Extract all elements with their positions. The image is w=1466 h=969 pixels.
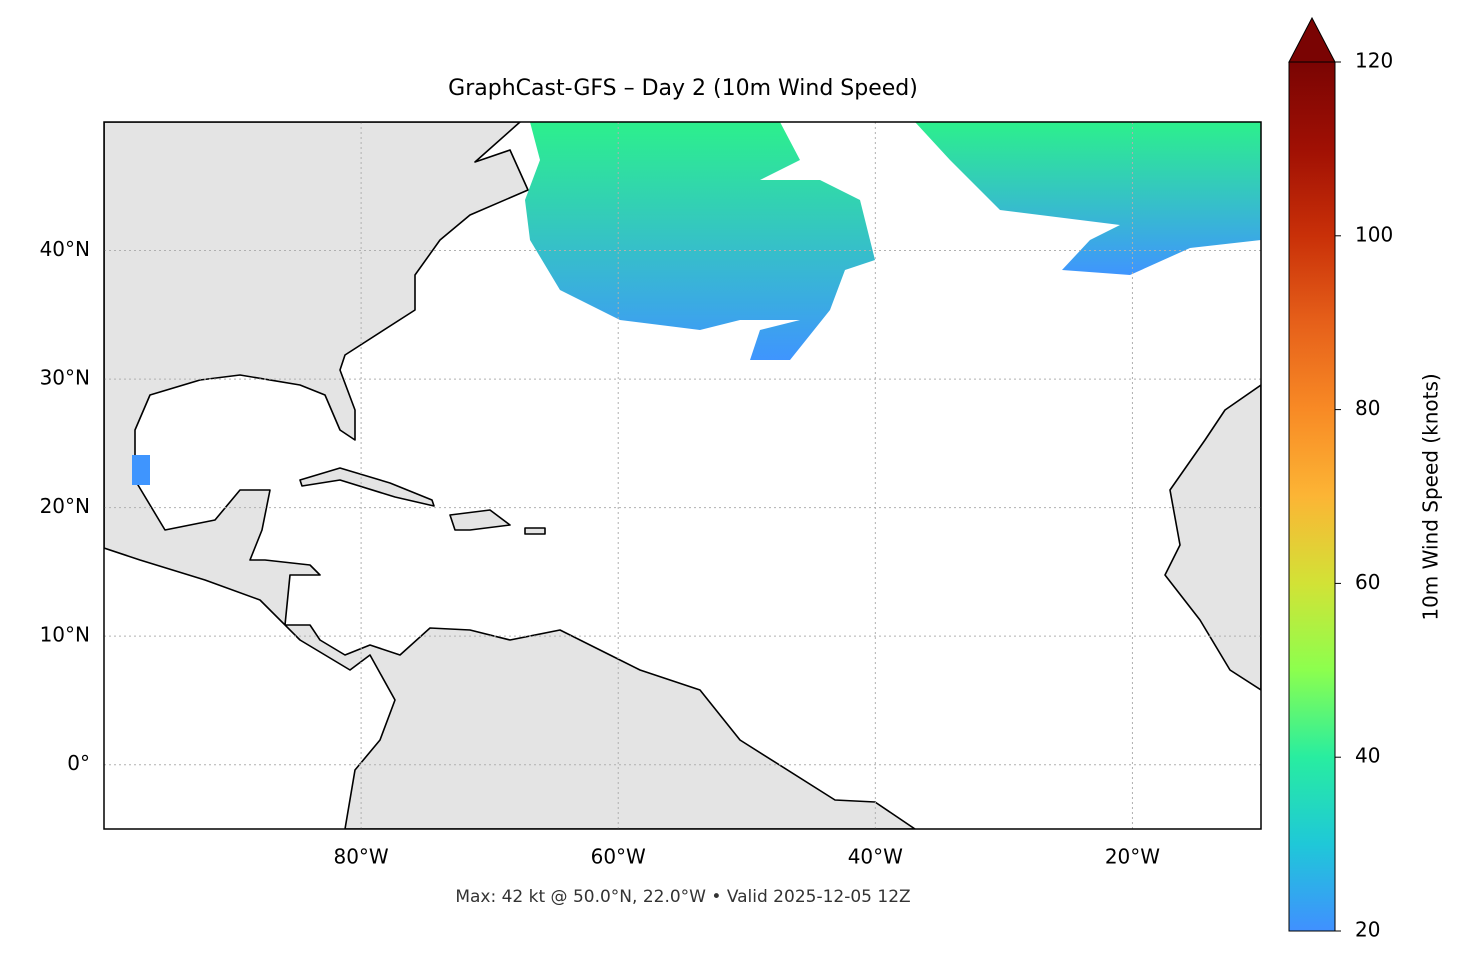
colorbar-extend	[1288, 16, 1336, 63]
wind-area	[132, 455, 150, 485]
annotation: Max: 42 kt @ 50.0°N, 22.0°W • Valid 2025…	[455, 887, 910, 907]
africa	[1164, 384, 1261, 691]
hispaniola	[449, 509, 511, 531]
wind-area	[525, 122, 875, 360]
colorbar-fill	[1288, 61, 1336, 932]
colorbar-tick-label: 80	[1355, 396, 1380, 420]
x-tick-label: 40°W	[848, 845, 903, 869]
y-tick-label: 10°N	[40, 623, 90, 647]
colorbar-tick-label: 20	[1355, 918, 1380, 942]
colorbar-tick-label: 120	[1355, 49, 1393, 73]
colorbar-tick-label: 40	[1355, 744, 1380, 768]
y-tick-label: 20°N	[40, 494, 90, 518]
colorbar-label: 10m Wind Speed (knots)	[1419, 373, 1443, 620]
x-tick-label: 20°W	[1105, 845, 1160, 869]
x-tick-label: 60°W	[591, 845, 646, 869]
colorbar-tick-label: 60	[1355, 570, 1380, 594]
map-frame	[103, 121, 1262, 830]
chart-title: GraphCast-GFS – Day 2 (10m Wind Speed)	[448, 76, 918, 101]
colorbar-tick-label: 100	[1355, 222, 1393, 246]
y-tick-label: 0°	[67, 751, 90, 775]
map-area	[104, 122, 1261, 829]
puerto-rico	[524, 527, 546, 535]
x-tick-label: 80°W	[333, 845, 388, 869]
cuba	[299, 467, 435, 507]
colorbar: 20 40 60 80 100 120	[1288, 16, 1393, 942]
y-tick-label: 40°N	[40, 237, 90, 261]
y-tick-label: 30°N	[40, 366, 90, 390]
wind-area	[915, 122, 1261, 275]
